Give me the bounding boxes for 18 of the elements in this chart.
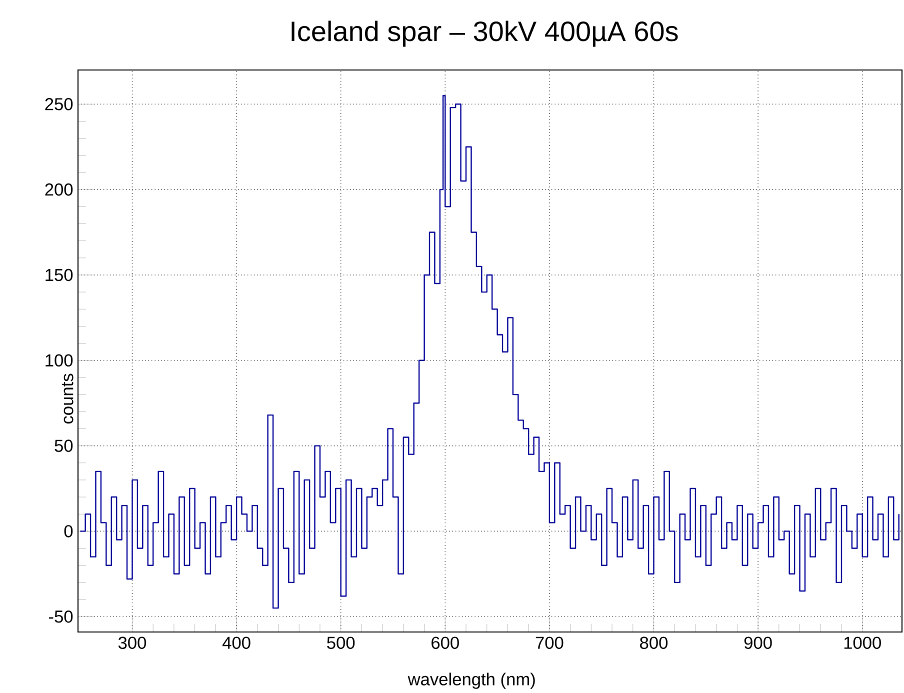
x-tick-label: 300: [118, 636, 146, 649]
y-axis-title: counts: [62, 374, 74, 424]
x-tick-label: 900: [744, 636, 772, 649]
x-tick-label: 600: [432, 636, 459, 649]
chart-title: Iceland spar – 30kV 400µA 60s: [292, 20, 678, 47]
x-axis-title: wavelength (nm): [408, 672, 535, 689]
y-tick-label: 50: [54, 440, 73, 452]
x-tick-label: 800: [640, 636, 668, 649]
y-tick-label: 0: [64, 525, 73, 538]
x-tick-label: 400: [222, 636, 250, 649]
x-tick-label: 500: [327, 636, 355, 649]
y-tick-label: -50: [49, 610, 73, 623]
x-tick-label: 1000: [844, 636, 881, 649]
y-tick-label: 100: [46, 354, 73, 367]
y-tick-label: 250: [45, 98, 73, 110]
y-tick-label: 200: [45, 183, 73, 196]
x-tick-label: 700: [536, 636, 564, 649]
y-tick-label: 150: [46, 268, 73, 282]
